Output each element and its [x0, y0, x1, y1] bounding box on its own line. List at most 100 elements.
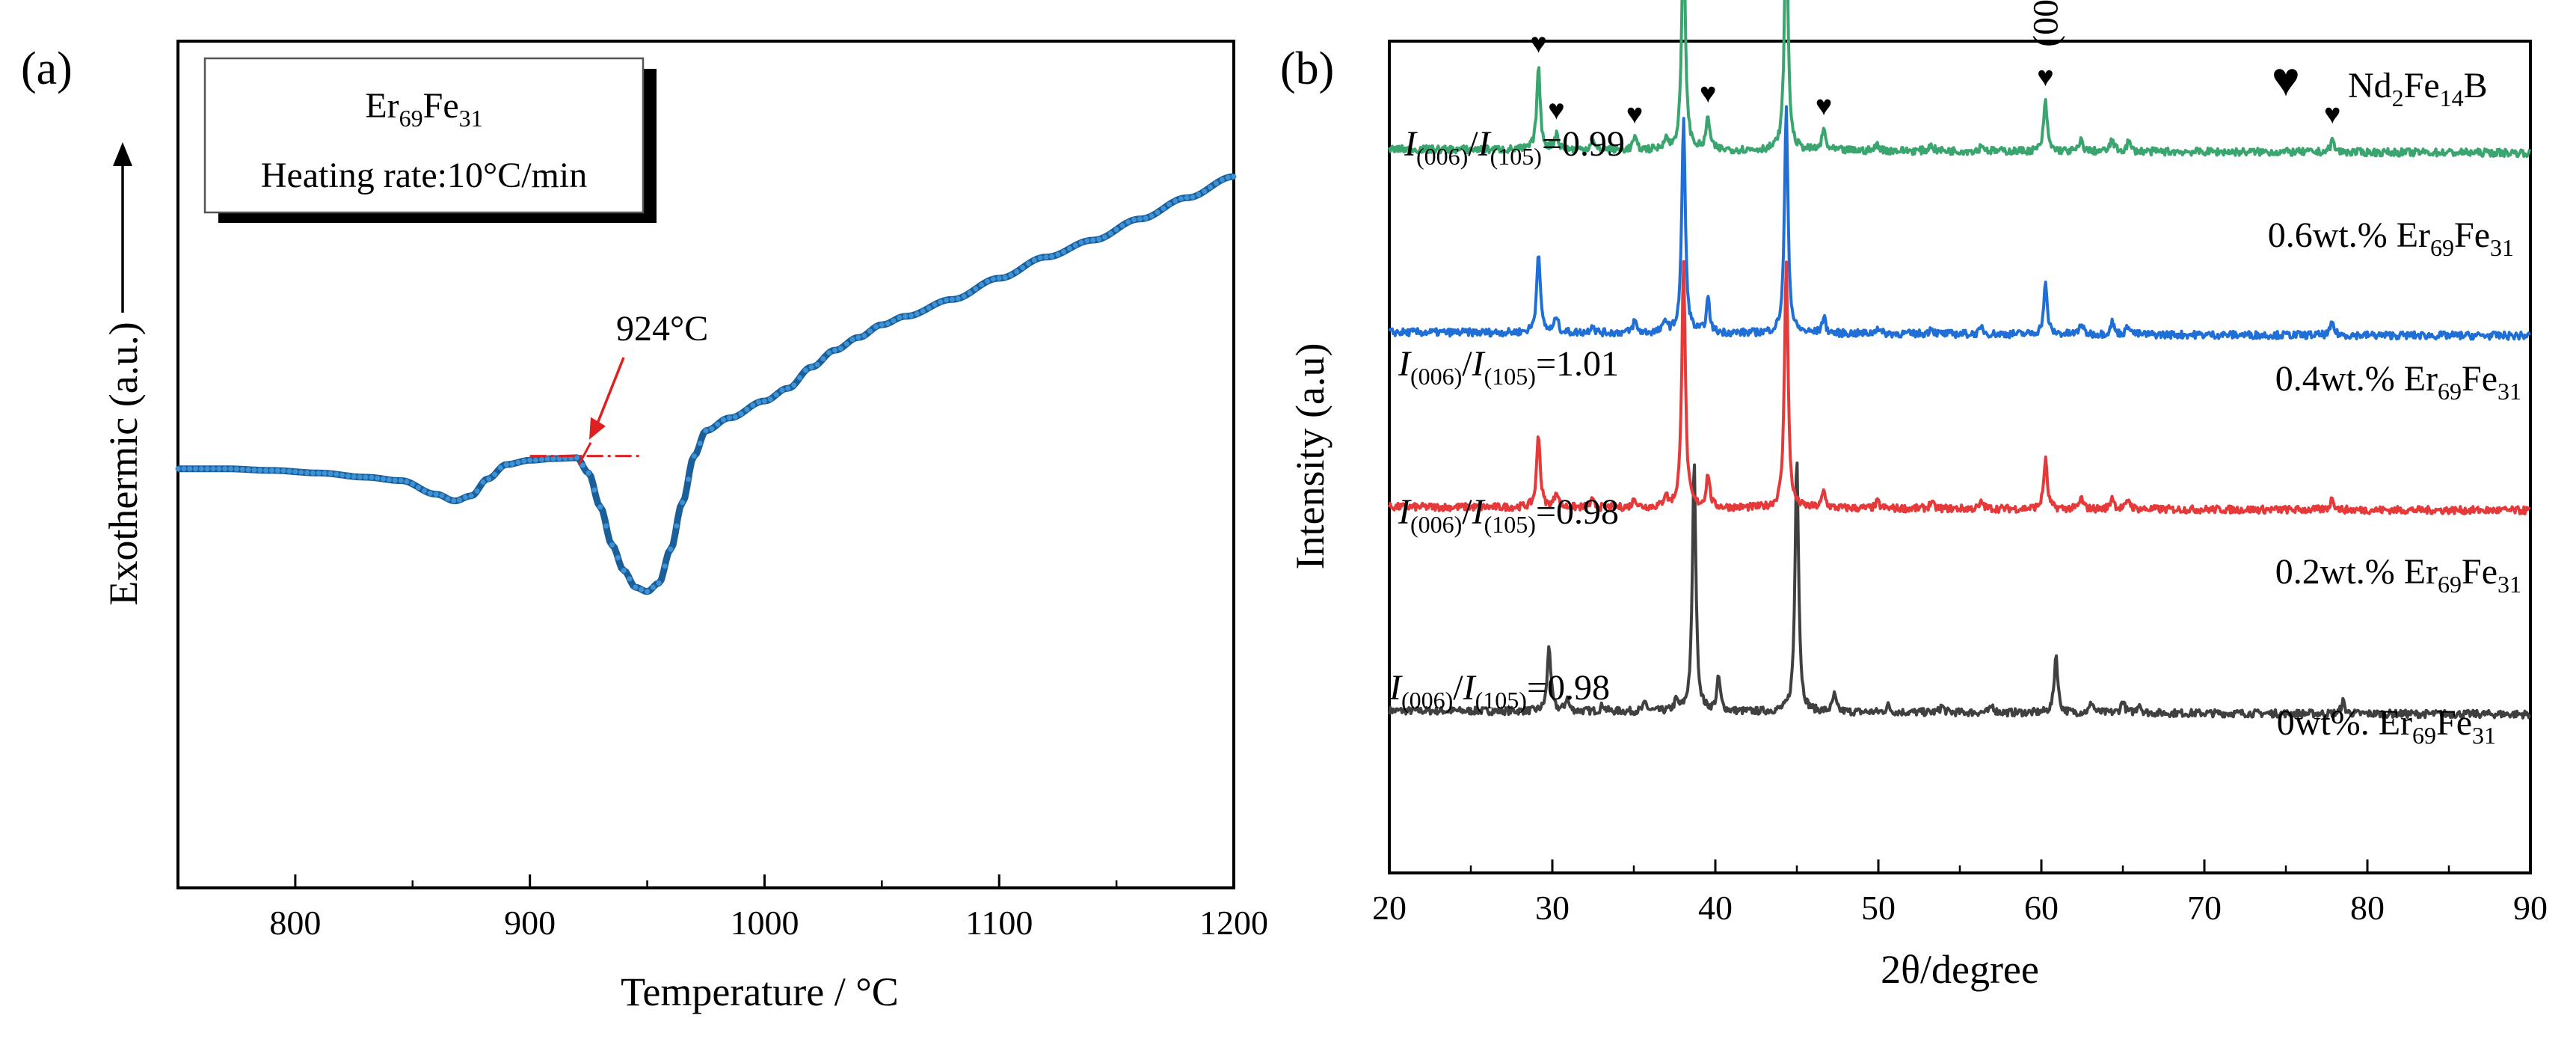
a-dsc-marker	[381, 476, 387, 482]
a-dsc-marker	[979, 282, 985, 288]
a-dsc-marker	[826, 350, 832, 355]
a-dsc-marker	[1037, 255, 1043, 261]
a-dsc-marker	[645, 589, 651, 595]
b-x-tick-label: 20	[1372, 889, 1407, 927]
a-x-tick-label: 1000	[730, 904, 799, 942]
a-dsc-marker	[867, 328, 873, 334]
a-dsc-marker	[849, 337, 855, 343]
b-x-tick-label: 30	[1535, 889, 1570, 927]
a-dsc-marker	[1113, 227, 1119, 233]
b-x-tick-label: 70	[2187, 889, 2222, 927]
b-xrd-line-3	[1388, 0, 2532, 159]
heart-icon: ♥	[1530, 28, 1547, 59]
a-dsc-marker	[627, 576, 633, 582]
a-dsc-marker	[404, 479, 410, 485]
a-dsc-marker	[633, 584, 639, 590]
a-dsc-marker	[944, 297, 950, 303]
ratio-label: I(006)/I(105)=1.01	[1398, 344, 1619, 390]
a-dsc-marker	[1107, 230, 1113, 236]
panel-b-x-axis-label: 2θ/degree	[1881, 947, 2039, 992]
b-x-tick-label: 80	[2350, 889, 2385, 927]
heart-icon: ♥	[2037, 61, 2054, 93]
a-dsc-marker	[621, 568, 627, 573]
a-dsc-marker	[1137, 216, 1143, 222]
a-dsc-marker	[832, 347, 838, 353]
a-dsc-marker	[990, 276, 996, 282]
a-dsc-marker	[445, 496, 451, 502]
a-dsc-marker	[451, 498, 457, 504]
a-dsc-marker	[721, 417, 726, 423]
panel-b-peak-labels: (105)(006)(008)	[2026, 0, 2065, 47]
a-dsc-marker	[392, 477, 398, 483]
a-dsc-marker	[597, 504, 603, 510]
a-dsc-marker	[509, 461, 515, 467]
panel-a-x-ticks: 800 900 1000 1100 1200	[176, 874, 1268, 942]
a-dsc-marker	[996, 275, 1002, 281]
a-dsc-marker	[286, 468, 292, 474]
a-dsc-marker	[950, 296, 955, 302]
a-dsc-marker	[656, 580, 662, 586]
a-dsc-marker	[204, 466, 210, 472]
a-dsc-marker	[210, 466, 216, 472]
a-dsc-marker	[1155, 209, 1161, 215]
panel-a-y-arrow-head	[113, 142, 132, 166]
a-dsc-marker	[909, 313, 914, 319]
a-dsc-marker	[1031, 257, 1037, 263]
b-xrd-line-2	[1388, 105, 2531, 341]
a-dsc-marker	[668, 546, 674, 552]
a-dsc-marker	[926, 305, 932, 311]
a-dsc-marker	[785, 385, 791, 391]
a-dsc-marker	[1008, 272, 1014, 278]
a-dsc-marker	[779, 387, 785, 393]
a-dsc-marker	[398, 478, 404, 483]
b-x-tick-label: 50	[1861, 889, 1896, 927]
legend-box-frame	[203, 57, 645, 214]
series-label: 0wt%. Er69Fe31	[2277, 703, 2496, 749]
a-dsc-marker	[897, 315, 903, 321]
a-dsc-marker	[891, 318, 897, 324]
b-x-tick-label: 90	[2513, 889, 2548, 927]
a-dsc-marker	[802, 367, 808, 373]
panel-a-dsc-curve	[175, 173, 1237, 595]
a-x-tick-label: 900	[504, 904, 556, 942]
a-dsc-marker	[1090, 237, 1096, 243]
a-dsc-marker	[427, 490, 433, 496]
a-dsc-marker	[239, 466, 245, 472]
a-dsc-marker	[773, 392, 779, 398]
panel-b-ratio-labels: I(006)/I(105)=0.98 I(006)/I(105)=0.98 I(00…	[1389, 124, 1625, 714]
panel-a-legend-box: Er69Fe31 Heating rate:10°C/min	[203, 57, 657, 223]
a-dsc-marker	[744, 406, 750, 412]
a-dsc-marker	[175, 466, 181, 472]
a-dsc-marker	[1166, 201, 1172, 207]
heart-icon: ♥	[1700, 78, 1717, 109]
heart-legend-icon: ♥	[2272, 53, 2300, 106]
a-dsc-marker	[1149, 213, 1155, 219]
a-dsc-marker	[333, 471, 339, 477]
a-dsc-marker	[1131, 217, 1137, 223]
heart-icon: ♥	[2324, 99, 2341, 130]
panel-b-y-axis-label: Intensity (a.u)	[1288, 343, 1332, 570]
legend-heating-rate: Heating rate:10°C/min	[261, 156, 587, 195]
heart-icon: ♥	[1626, 99, 1644, 130]
a-dsc-marker	[750, 402, 756, 408]
a-dsc-line	[176, 173, 1235, 595]
a-dsc-marker	[1002, 275, 1008, 281]
a-dsc-marker	[503, 462, 509, 468]
a-dsc-marker	[538, 456, 544, 462]
a-dsc-marker	[639, 586, 645, 592]
a-dsc-marker	[304, 470, 310, 476]
a-dsc-marker	[280, 468, 286, 473]
a-dsc-marker	[580, 462, 585, 468]
a-dsc-marker	[837, 346, 843, 352]
a-dsc-marker	[222, 466, 228, 472]
a-dsc-marker	[914, 311, 920, 317]
panel-b-legend: ♥ Nd2Fe14B	[2272, 53, 2488, 111]
a-dsc-marker	[797, 375, 802, 381]
a-dsc-marker	[697, 441, 703, 447]
a-dsc-marker	[198, 466, 204, 472]
b-xrd-line-0	[1388, 462, 2532, 720]
a-dsc-marker	[1125, 219, 1131, 225]
a-dsc-marker	[386, 476, 392, 482]
a-dsc-marker	[1043, 254, 1049, 260]
